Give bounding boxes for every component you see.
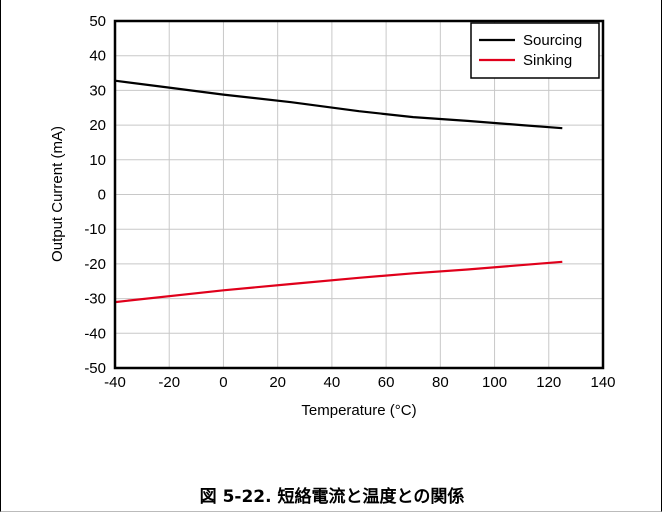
y-axis-label: Output Current (mA)	[49, 126, 66, 262]
y-tick-label: 10	[89, 152, 106, 169]
x-tick-label: 80	[432, 374, 449, 391]
y-tick-label: -10	[84, 221, 106, 238]
y-tick-label: -40	[84, 325, 106, 342]
x-tick-label: 40	[324, 374, 341, 391]
y-tick-label: -50	[84, 360, 106, 377]
x-tick-label: 100	[482, 374, 507, 391]
plot-border	[113, 19, 605, 370]
y-tick-label: 30	[89, 82, 106, 99]
x-axis-label: Temperature (°C)	[301, 402, 416, 419]
plot-area	[113, 19, 605, 370]
x-tick-label: 140	[590, 374, 615, 391]
y-tick-label: -20	[84, 256, 106, 273]
y-tick-label: 40	[89, 48, 106, 65]
y-tick-label: -30	[84, 291, 106, 308]
line-chart: -40 -20 0 20 40 60 80 100 120 140-50-40-30-20-100…	[49, 13, 616, 419]
grid-lines	[114, 20, 604, 369]
x-tick-label: -20	[158, 374, 180, 391]
series-line-sinking	[114, 260, 563, 304]
tick-labels: -40 -20 0 20 40 60 80 100 120 140-50-40-30-20-100…	[84, 13, 615, 391]
x-tick-label: 120	[536, 374, 561, 391]
legend-label-sinking: Sinking	[523, 52, 572, 69]
x-tick-label: 20	[269, 374, 286, 391]
x-tick-label: 60	[378, 374, 395, 391]
legend-label-sourcing: Sourcing	[523, 32, 582, 49]
series-line-sourcing	[114, 79, 563, 130]
x-tick-label: 0	[219, 374, 227, 391]
y-tick-label: 0	[98, 187, 106, 204]
legend: Sourcing Sinking	[470, 22, 600, 79]
x-tick-label: -40	[104, 374, 126, 391]
legend-box	[470, 22, 600, 79]
y-tick-label: 50	[89, 13, 106, 30]
figure-caption: 図 5-22. 短絡電流と温度との関係	[199, 487, 465, 507]
y-tick-label: 20	[89, 117, 106, 134]
